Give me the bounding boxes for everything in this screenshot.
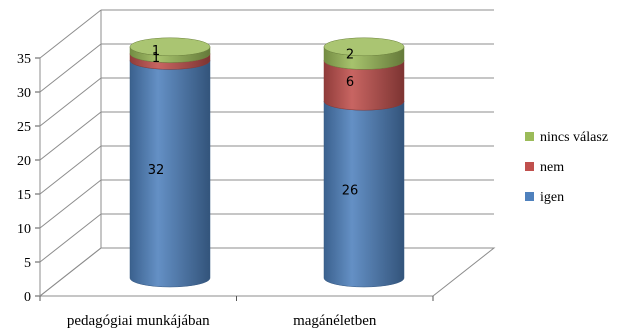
- legend-label: nincs válasz: [540, 130, 608, 145]
- axes-layer: [35, 57, 496, 301]
- data-label: 6: [346, 75, 354, 90]
- y-tick-label: 0: [24, 290, 31, 305]
- y-tick-label: 25: [17, 120, 31, 135]
- y-tick-label: 20: [17, 154, 31, 169]
- y-tick-labels: 0 5 10 15 20 25 30 35: [17, 52, 31, 305]
- bar-top-cap: [129, 37, 211, 57]
- legend-swatch: [525, 192, 534, 201]
- bar-segment-igen: [323, 101, 405, 288]
- legend-swatch: [525, 162, 534, 171]
- data-label: 2: [346, 48, 354, 63]
- gridline-side: [39, 213, 102, 263]
- data-label: 1: [152, 51, 160, 66]
- y-tick-label: 15: [17, 188, 31, 203]
- gridline-side: [39, 9, 102, 59]
- legend-label: nem: [540, 160, 564, 175]
- floor: [38, 247, 496, 297]
- legend-label: igen: [540, 190, 564, 205]
- bar-top-cap: [323, 37, 405, 57]
- bars-layer: [129, 37, 405, 288]
- data-label: 26: [342, 184, 359, 199]
- gridline-side: [39, 179, 102, 229]
- data-label: 1: [152, 44, 160, 59]
- grid-layer: [39, 9, 494, 297]
- category-label: pedagógiai munkájában: [67, 313, 210, 329]
- category-labels: pedagógiai munkájában magánéletben: [67, 313, 377, 329]
- y-tick-label: 5: [24, 256, 31, 271]
- legend: nincs válasz nem igen: [525, 130, 608, 205]
- gridline-side: [39, 145, 102, 195]
- legend-swatch: [525, 132, 534, 141]
- category-label: magánéletben: [293, 313, 377, 329]
- data-labels: 32 11 26 6 2: [148, 44, 359, 198]
- gridline-side: [39, 43, 102, 93]
- y-tick-label: 10: [17, 222, 31, 237]
- y-tick-label: 30: [17, 86, 31, 101]
- data-label: 32: [148, 163, 165, 178]
- y-tick-label: 35: [17, 52, 31, 67]
- gridline-side: [39, 77, 102, 127]
- gridline-side: [39, 111, 102, 161]
- bar-segment-igen: [129, 60, 211, 288]
